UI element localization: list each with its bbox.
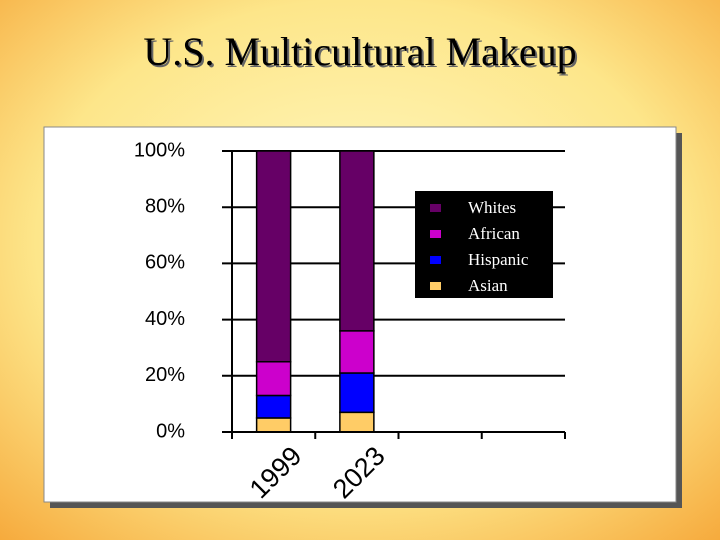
bar-segment	[255, 150, 292, 363]
bar-segment	[339, 372, 375, 414]
legend-swatch	[430, 282, 441, 290]
y-tick-label: 20%	[145, 364, 185, 386]
y-tick-label: 100%	[134, 139, 185, 161]
y-tick-label: 0%	[156, 420, 185, 442]
legend-swatch	[430, 230, 441, 238]
y-tick-label: 60%	[145, 252, 185, 274]
bar-segment	[339, 150, 375, 332]
legend-swatch	[430, 256, 441, 264]
title-shadow: U.S. Multicultural Makeup	[145, 31, 578, 76]
legend-swatch	[430, 204, 441, 212]
legend-label: Hispanic	[468, 250, 529, 269]
bar-segment	[255, 417, 292, 433]
bar-segment	[255, 361, 292, 397]
chart-title: U.S. Multicultural Makeup	[143, 29, 576, 74]
bar-segment	[339, 330, 375, 374]
bar-segment	[339, 411, 375, 433]
legend-label: Asian	[468, 276, 508, 295]
y-tick-label: 40%	[145, 308, 185, 330]
y-tick-label: 80%	[145, 195, 185, 217]
legend-label: Whites	[468, 198, 516, 217]
bar-segment	[255, 394, 292, 419]
legend-label: African	[468, 224, 520, 243]
